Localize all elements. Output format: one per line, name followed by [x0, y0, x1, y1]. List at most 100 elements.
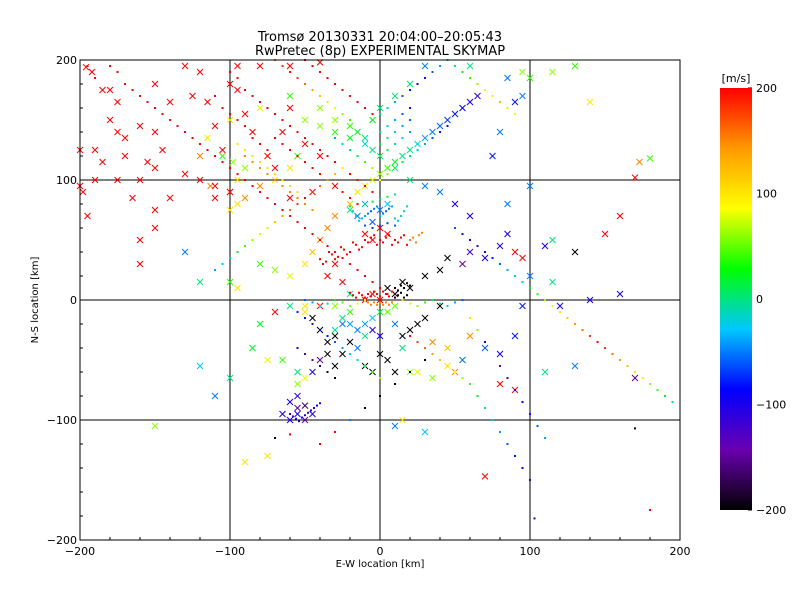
data-point-cross	[519, 92, 526, 100]
data-point-cross	[234, 176, 241, 184]
data-point-cross	[264, 152, 271, 160]
data-point-dot	[340, 246, 342, 249]
data-point-dot	[361, 246, 363, 249]
data-point-dot	[319, 329, 321, 331]
data-point-dot	[403, 210, 405, 213]
data-point-cross	[636, 158, 643, 166]
data-point-dot	[391, 243, 393, 246]
data-point-dot	[289, 191, 291, 193]
data-point-cross	[421, 182, 429, 190]
data-point-dot	[341, 167, 344, 169]
data-point-cross	[361, 134, 369, 142]
data-point-cross	[489, 152, 496, 160]
data-point-dot	[409, 239, 411, 241]
data-point-cross	[144, 158, 151, 166]
data-point-dot	[311, 65, 314, 67]
data-point-dot	[266, 227, 269, 229]
data-point-dot	[364, 407, 366, 409]
data-point-dot	[371, 371, 374, 373]
data-point-cross	[354, 128, 361, 136]
data-point-dot	[349, 95, 351, 97]
data-point-dot	[341, 89, 344, 91]
data-point-cross	[331, 362, 339, 370]
data-point-dot	[319, 185, 321, 187]
data-point-cross	[151, 422, 159, 430]
data-point-dot	[424, 77, 426, 79]
data-point-dot	[461, 233, 464, 235]
data-point-cross	[301, 402, 309, 409]
data-point-dot	[289, 125, 291, 127]
data-point-cross	[361, 140, 369, 148]
data-point-dot	[214, 95, 216, 97]
data-point-dot	[319, 239, 321, 241]
data-point-dot	[371, 281, 374, 283]
data-point-dot	[476, 329, 479, 331]
data-point-cross	[346, 200, 354, 208]
data-point-cross	[159, 146, 166, 154]
data-point-cross	[286, 416, 294, 424]
data-point-cross	[354, 326, 361, 334]
data-point-cross	[316, 356, 324, 364]
data-point-dot	[499, 263, 501, 265]
data-point-cross	[226, 188, 234, 196]
data-point-cross	[421, 62, 429, 70]
data-point-cross	[91, 146, 99, 154]
colorbar-tick-label: 100	[756, 188, 777, 201]
data-point-cross	[519, 68, 526, 76]
data-point-dot	[364, 224, 366, 227]
data-point-dot	[454, 371, 456, 373]
data-point-dot	[304, 353, 306, 355]
data-point-dot	[499, 101, 501, 103]
data-point-dot	[334, 258, 336, 261]
data-point-cross	[181, 170, 189, 178]
data-point-dot	[244, 125, 246, 127]
data-point-cross	[646, 155, 654, 162]
data-point-cross	[354, 212, 361, 220]
data-point-cross	[496, 350, 504, 358]
data-point-dot	[259, 143, 261, 145]
data-point-dot	[281, 119, 284, 121]
data-point-cross	[474, 92, 481, 100]
axis-ticks	[79, 59, 752, 541]
data-point-cross	[459, 356, 466, 364]
data-point-dot	[109, 65, 111, 67]
data-point-dot	[439, 359, 441, 361]
data-point-dot	[385, 236, 387, 239]
data-point-dot	[431, 71, 434, 73]
data-point-dot	[296, 311, 299, 313]
data-point-cross	[234, 200, 241, 208]
data-point-dot	[421, 231, 423, 234]
data-point-dot	[386, 107, 389, 109]
data-point-cross	[331, 128, 339, 136]
data-point-dot	[409, 107, 411, 109]
data-point-dot	[397, 241, 399, 244]
data-point-cross	[286, 104, 294, 112]
data-point-dot	[281, 215, 284, 217]
data-point-cross	[451, 200, 459, 208]
data-point-cross	[571, 362, 579, 370]
data-point-dot	[334, 107, 336, 109]
data-point-dot	[664, 395, 666, 397]
data-point-dot	[394, 217, 396, 220]
data-point-dot	[536, 293, 539, 295]
data-point-cross	[519, 302, 526, 310]
data-point-cross	[459, 104, 466, 112]
data-point-dot	[349, 305, 351, 307]
data-point-cross	[384, 284, 391, 292]
data-point-dot	[409, 284, 411, 287]
data-point-dot	[94, 77, 96, 79]
data-point-cross	[406, 80, 414, 88]
data-point-dot	[409, 302, 411, 305]
data-point-dot	[259, 233, 261, 235]
data-point-dot	[326, 101, 329, 103]
data-point-dot	[251, 137, 254, 139]
data-point-dot	[370, 210, 372, 213]
data-point-dot	[491, 95, 494, 97]
data-point-dot	[274, 221, 276, 223]
data-point-dot	[379, 239, 381, 241]
data-point-dot	[274, 113, 276, 115]
data-point-cross	[271, 266, 279, 274]
data-point-dot	[484, 89, 486, 91]
data-point-dot	[400, 284, 402, 287]
data-point-cross	[106, 116, 114, 124]
